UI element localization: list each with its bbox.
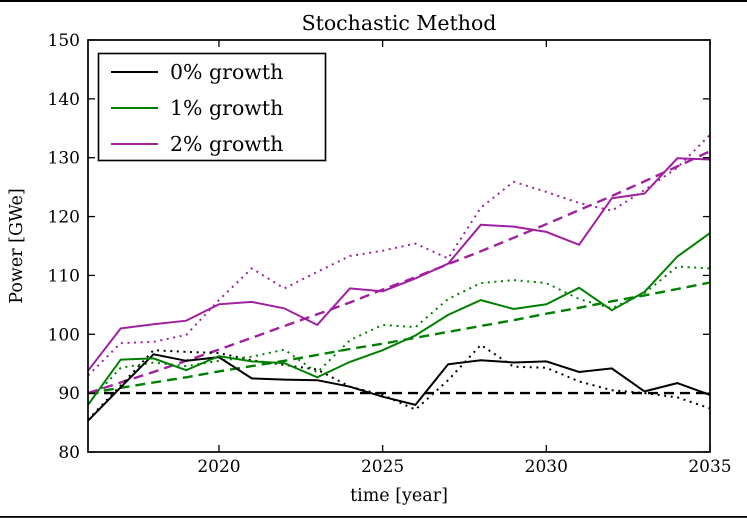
top-border-line (0, 0, 747, 2)
x-axis-label: time [year] (350, 486, 448, 506)
x-tick-label: 2035 (688, 457, 731, 477)
y-tick-label: 80 (58, 443, 80, 463)
series-line-2-growth-dotted-realization (87, 134, 711, 377)
plot-frame (87, 39, 711, 453)
x-tick-label: 2025 (361, 457, 404, 477)
series-layer (87, 134, 711, 422)
legend-label-0pct: 0% growth (170, 60, 283, 84)
legend-entry-2pct: 2% growth (111, 132, 283, 156)
y-tick-label: 100 (48, 325, 80, 345)
chart-title: Stochastic Method (302, 11, 497, 35)
y-tick-label: 90 (58, 384, 80, 404)
y-tick-label: 130 (48, 149, 80, 169)
y-tick-label: 120 (48, 208, 80, 228)
series-line-1-growth-solid-realization (87, 232, 711, 406)
series-line-0-growth-solid-realization (87, 353, 711, 422)
legend-entry-1pct: 1% growth (111, 96, 283, 120)
y-tick-label: 110 (48, 266, 80, 286)
legend-label-2pct: 2% growth (170, 132, 283, 156)
legend: 0% growth 1% growth 2% growth (97, 52, 327, 162)
series-line-0-growth-dotted-realization (87, 343, 711, 421)
legend-label-1pct: 1% growth (170, 96, 283, 120)
x-tick-label: 2020 (197, 457, 240, 477)
bottom-border-line (0, 516, 747, 518)
series-line-1-growth-dotted-realization (87, 265, 711, 404)
legend-entry-0pct: 0% growth (111, 60, 283, 84)
tick-layer: 2020 2025 2030 2035 80 90 100 110 120 130 140 150 (48, 31, 732, 477)
series-line-2-growth-solid-realization (87, 157, 711, 372)
y-axis-label: Power [GWe] (7, 188, 27, 303)
x-tick-label: 2030 (525, 457, 568, 477)
series-line-2-growth-dashed-target (87, 150, 711, 395)
y-tick-label: 150 (48, 31, 80, 51)
series-line-1-growth-dashed-target (87, 281, 711, 395)
y-tick-label: 140 (48, 90, 80, 110)
